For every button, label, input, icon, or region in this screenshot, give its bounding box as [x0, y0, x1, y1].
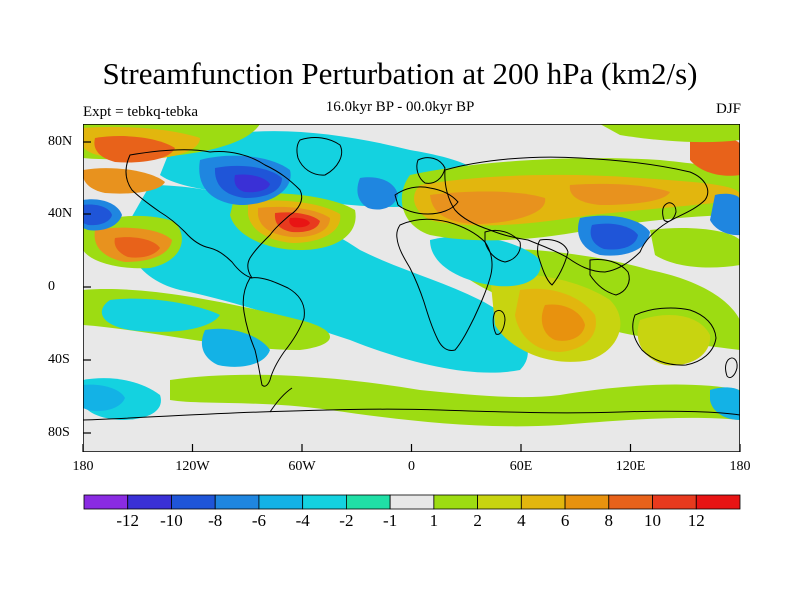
lon-label-120e: 120E	[615, 459, 646, 474]
contour-orange-east-asia	[569, 183, 670, 205]
lon-label-180e: 180	[729, 459, 751, 474]
lat-label-40n: 40N	[48, 206, 73, 221]
colorbar-tick-label: -10	[160, 511, 183, 530]
coastline-asia	[444, 156, 709, 273]
colorbar-swatch	[127, 494, 172, 510]
coastline-japan	[662, 202, 677, 223]
experiment-label: Expt = tebkq-tebka	[83, 104, 199, 120]
colorbar-tick-label: -4	[295, 511, 310, 530]
coastline-europe	[394, 186, 459, 215]
contour-deepblue-canada	[234, 174, 270, 193]
map-title: Streamfunction Perturbation at 200 hPa (…	[102, 56, 698, 91]
lon-label-60w: 60W	[288, 459, 316, 474]
colorbar	[83, 494, 741, 510]
colorbar-tick-label: -12	[116, 511, 140, 530]
coastline-greenland	[296, 137, 343, 176]
coastline-madagascar	[492, 309, 506, 335]
colorbar-swatch	[214, 494, 260, 510]
contour-yellow-australia	[637, 315, 711, 366]
colorbar-swatch	[652, 494, 697, 510]
colorbar-swatch	[302, 494, 347, 510]
colorbar-tick-label: -6	[251, 511, 266, 530]
colorbar-tick-label: 12	[687, 511, 705, 530]
colorbar-tick-label: 10	[644, 511, 662, 530]
coastline-southeast-asia	[589, 259, 630, 296]
contour-teal-indian-south	[429, 328, 520, 369]
lat-label-80n: 80N	[48, 134, 73, 149]
colorbar-swatch	[83, 494, 129, 510]
contour-blue-southern-ocean	[83, 384, 125, 412]
contour-orange-north-pacific	[94, 136, 175, 163]
contour-blue-southern-east	[710, 387, 740, 420]
contour-green-arctic-east	[600, 124, 740, 143]
colorbar-swatch	[564, 494, 610, 510]
colorbar-tick-label: 8	[604, 511, 614, 530]
contour-orange-indian-ocean	[541, 304, 585, 341]
coastline-australia	[632, 307, 717, 366]
colorbar-swatch	[477, 494, 522, 510]
contour-red-atlantic-core	[289, 217, 310, 228]
coastline-antarctic-peninsula	[269, 387, 293, 413]
coastline-antarctica	[83, 408, 740, 421]
contour-darkblue-china	[590, 223, 638, 250]
coastline-arabia	[484, 229, 521, 263]
lat-label-80s: 80S	[48, 425, 70, 440]
map-subtitle: 16.0kyr BP - 00.0kyr BP	[325, 99, 475, 115]
coastline-south-america	[242, 277, 305, 387]
contour-green-west-pacific	[650, 228, 740, 268]
contour-orange-pacific-northeast	[83, 168, 165, 194]
coastline-india	[537, 239, 569, 286]
colorbar-swatch	[171, 494, 216, 510]
lon-label-180w: 180	[72, 459, 94, 474]
contour-fills	[83, 124, 740, 427]
contour-teal-band-central	[127, 185, 528, 373]
colorbar-swatch	[258, 494, 304, 510]
contour-red-north-america	[114, 237, 160, 258]
contour-orange-eurasia	[430, 191, 546, 224]
coastline-scandinavia	[416, 157, 446, 184]
axis-ticks	[82, 141, 741, 452]
contour-darkblue-west-pacific	[83, 204, 112, 226]
contour-teal-pacific-south	[101, 298, 220, 332]
colorbar-tick-label: -8	[208, 511, 223, 530]
coastlines	[83, 137, 740, 421]
colorbar-swatch	[433, 494, 479, 510]
lat-label-0: 0	[48, 279, 55, 294]
colorbar-swatch	[345, 494, 391, 510]
colorbar-swatch	[389, 494, 435, 510]
lat-label-40s: 40S	[48, 352, 70, 367]
coastline-new-zealand	[725, 357, 738, 379]
colorbar-tick-label: 4	[517, 511, 526, 530]
lon-label-60e: 60E	[509, 459, 533, 474]
colorbar-swatch	[608, 494, 653, 510]
contour-teal-africa-north	[430, 236, 541, 287]
colorbar-tick-label: -2	[339, 511, 354, 530]
colorbar-tick-label: -1	[383, 511, 398, 530]
contour-blue-atlantic-mid	[357, 177, 398, 210]
contour-green-south-atlantic-band	[170, 374, 740, 427]
lon-label-0: 0	[408, 459, 415, 474]
season-label: DJF	[715, 101, 741, 117]
contour-orange-pacific-ne	[690, 137, 740, 176]
coastline-north-america	[125, 149, 303, 279]
contour-blue-pacific-east	[710, 193, 740, 236]
colorbar-tick-label: 2	[473, 511, 482, 530]
colorbar-tick-label: 1	[429, 511, 439, 530]
coastline-africa	[396, 218, 493, 351]
colorbar-swatch	[520, 494, 566, 510]
contour-blue-south-america	[201, 328, 270, 367]
lon-label-120w: 120W	[175, 459, 210, 474]
colorbar-swatch	[695, 494, 741, 510]
colorbar-tick-label: 6	[560, 511, 570, 530]
